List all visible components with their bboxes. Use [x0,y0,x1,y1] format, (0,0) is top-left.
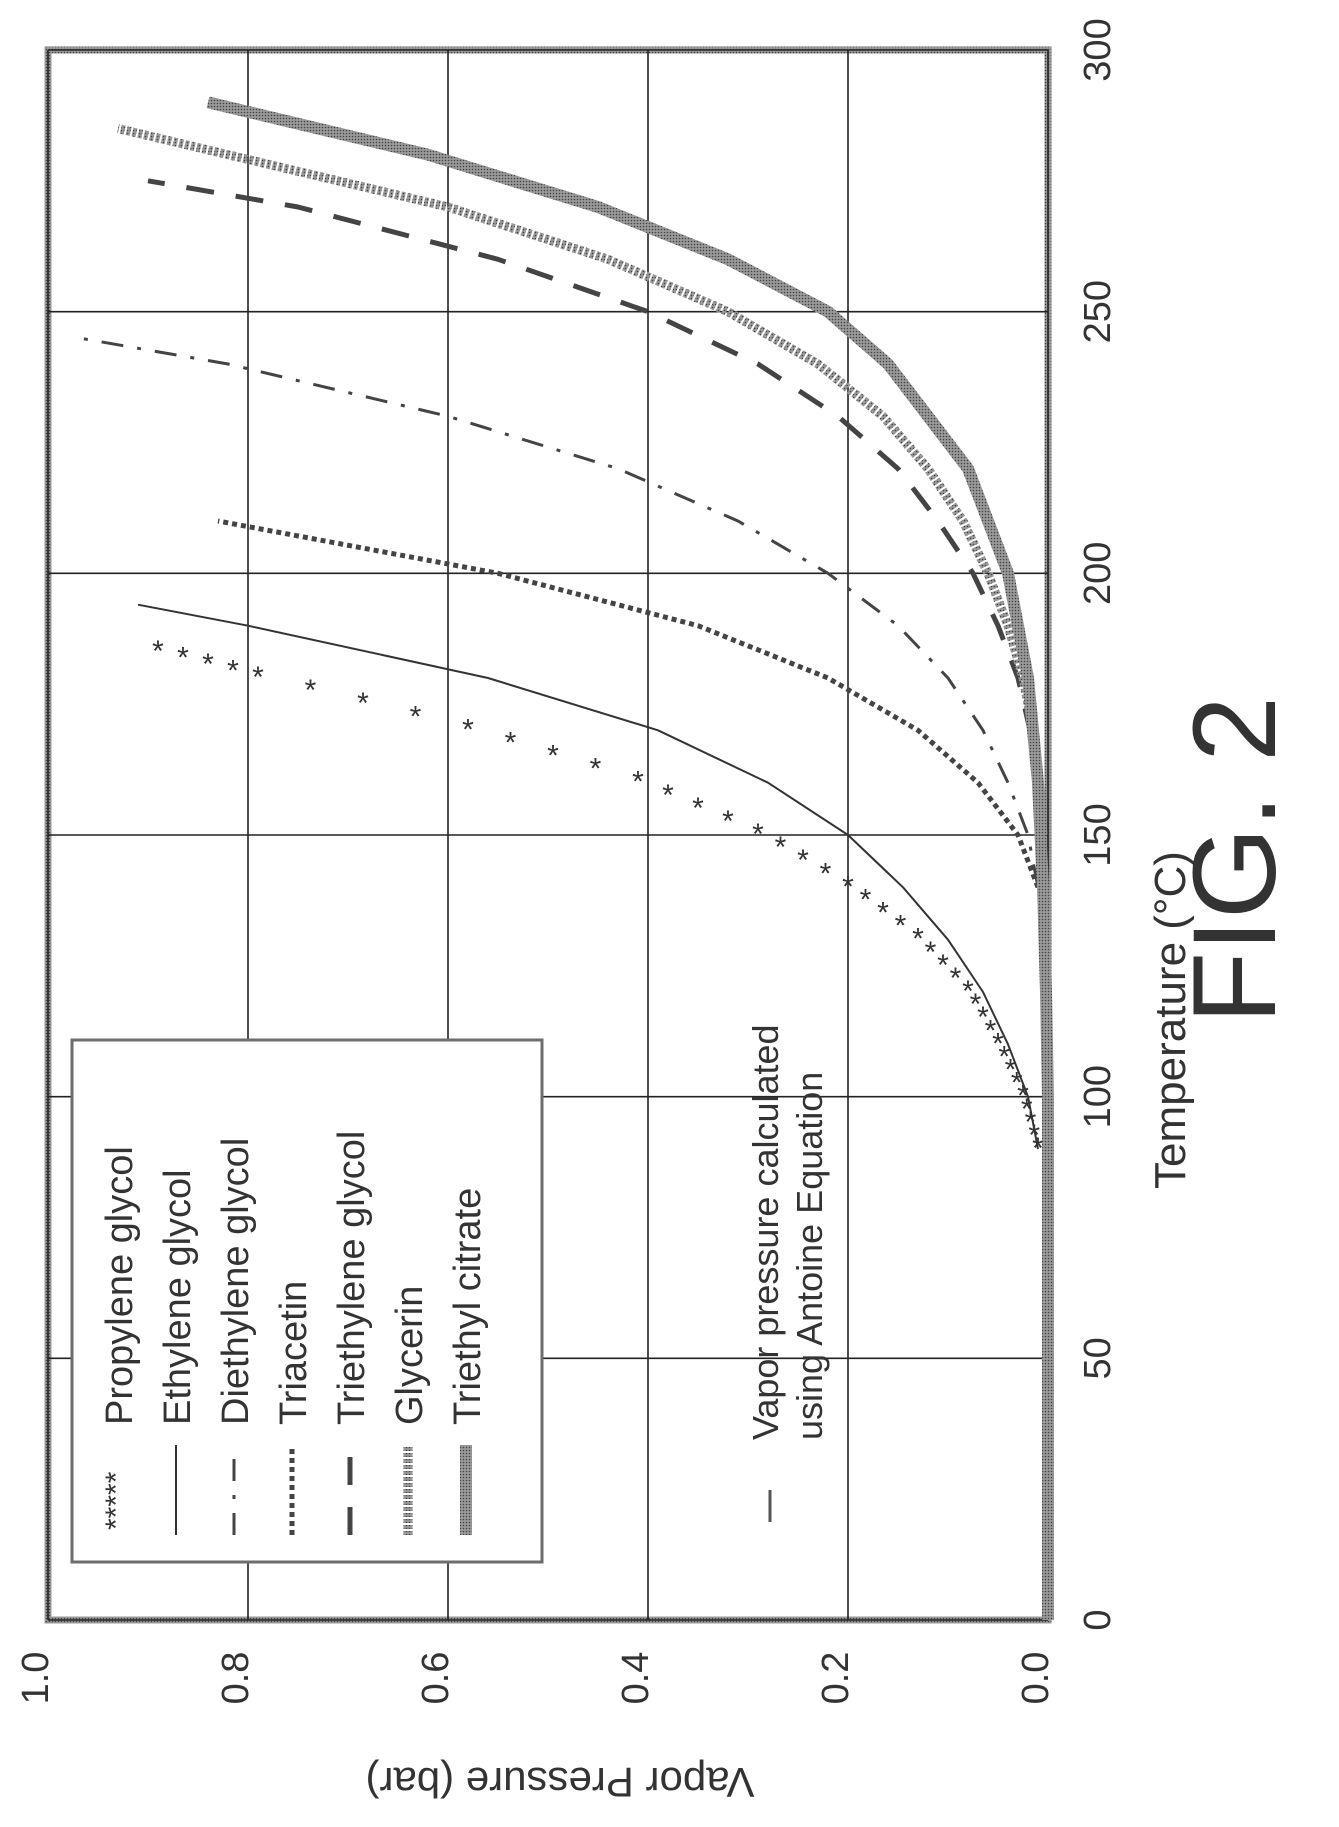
legend-entry: Triethyl citrate [447,1188,489,1535]
data-point: * [912,923,924,956]
series-line [206,96,1054,1620]
legend-entry: Ethylene glycol [157,1169,199,1535]
legend-swatch: ***** [100,1471,133,1530]
y-tick-label: 0.6 [415,1652,457,1705]
data-point: * [505,726,517,759]
data-point: * [775,831,787,864]
data-point: * [1021,1093,1033,1126]
data-point: * [752,818,764,851]
annotation-line-1: Vapor pressure calculated [745,1024,786,1440]
x-axis-label: Temperature (°C) [1146,851,1195,1189]
data-point: * [970,988,982,1021]
legend-entry: Triethylene glycol [331,1131,373,1535]
data-point: * [410,700,422,733]
x-tick-label: 200 [1077,542,1119,605]
y-tick-label: 0.2 [815,1652,857,1705]
legend-entry: Diethylene glycol [215,1138,257,1535]
y-tick-label: 1.0 [15,1652,57,1705]
legend-label: Diethylene glycol [215,1138,257,1425]
x-tick-label: 0 [1077,1609,1119,1630]
data-point: * [998,1040,1010,1073]
data-point: * [797,844,809,877]
series-line [217,518,1041,889]
legend-entry: Triacetin [273,1281,315,1535]
data-point: * [985,1014,997,1047]
legend-entry: ***** Propylene glycol [99,1146,141,1530]
y-tick-labels: 0.0 0.2 0.4 0.6 0.8 1.0 [15,1652,1057,1705]
legend-label: Propylene glycol [99,1146,141,1425]
data-point: * [202,648,214,681]
data-point: * [820,857,832,890]
data-point: * [895,910,907,943]
series-layer: ****************************************… [77,96,1054,1620]
data-point: * [590,753,602,786]
data-point: * [842,870,854,903]
data-point: * [977,1001,989,1034]
y-axis-label: Vapor Pressure (bar) [365,1759,754,1806]
legend-label: Triethyl citrate [447,1188,489,1425]
series-line [137,603,1039,1150]
data-point: * [992,1027,1004,1060]
data-point: * [722,805,734,838]
data-point: * [692,792,704,825]
series-triethyl-citrate [206,96,1054,1620]
legend-entry: Glycerin [389,1286,431,1535]
x-tick-labels: 0 50 100 150 200 250 300 [1077,18,1119,1630]
x-tick-label: 100 [1077,1065,1119,1128]
data-point: * [227,654,239,687]
x-tick-label: 300 [1077,18,1119,81]
data-point: * [177,641,189,674]
x-tick-label: 50 [1077,1337,1119,1379]
data-point: * [925,936,937,969]
y-tick-label: 0.0 [1015,1652,1057,1705]
data-point: * [462,713,474,746]
data-point: * [252,661,264,694]
legend-label: Triethylene glycol [331,1131,373,1425]
annotation-line-2: using Antoine Equation [789,1072,830,1440]
data-point: * [662,779,674,812]
data-point: * [860,883,872,916]
legend-label: Triacetin [273,1281,315,1425]
data-point: * [547,740,559,773]
data-point: * [305,674,317,707]
data-point: * [962,975,974,1008]
figure-label: FIG. 2 [1169,696,1301,1024]
data-point: * [1017,1080,1029,1113]
series-propylene-glycol: ****************************************… [152,635,1044,1165]
series-triacetin [217,518,1041,889]
data-point: * [357,687,369,720]
data-point: * [632,766,644,799]
annotation: Vapor pressure calculated using Antoine … [745,1024,830,1522]
y-tick-label: 0.8 [215,1652,257,1705]
legend: ***** Propylene glycol Ethylene glycol Diet… [70,1024,830,1564]
y-tick-label: 0.4 [615,1652,657,1705]
data-point: * [877,897,889,930]
data-point: * [950,962,962,995]
series-ethylene-glycol [137,603,1039,1150]
legend-label: Ethylene glycol [157,1169,199,1425]
legend-label: Glycerin [389,1286,431,1425]
data-point: * [152,635,164,668]
x-tick-label: 250 [1077,280,1119,343]
x-tick-label: 150 [1077,803,1119,866]
data-point: * [937,949,949,982]
